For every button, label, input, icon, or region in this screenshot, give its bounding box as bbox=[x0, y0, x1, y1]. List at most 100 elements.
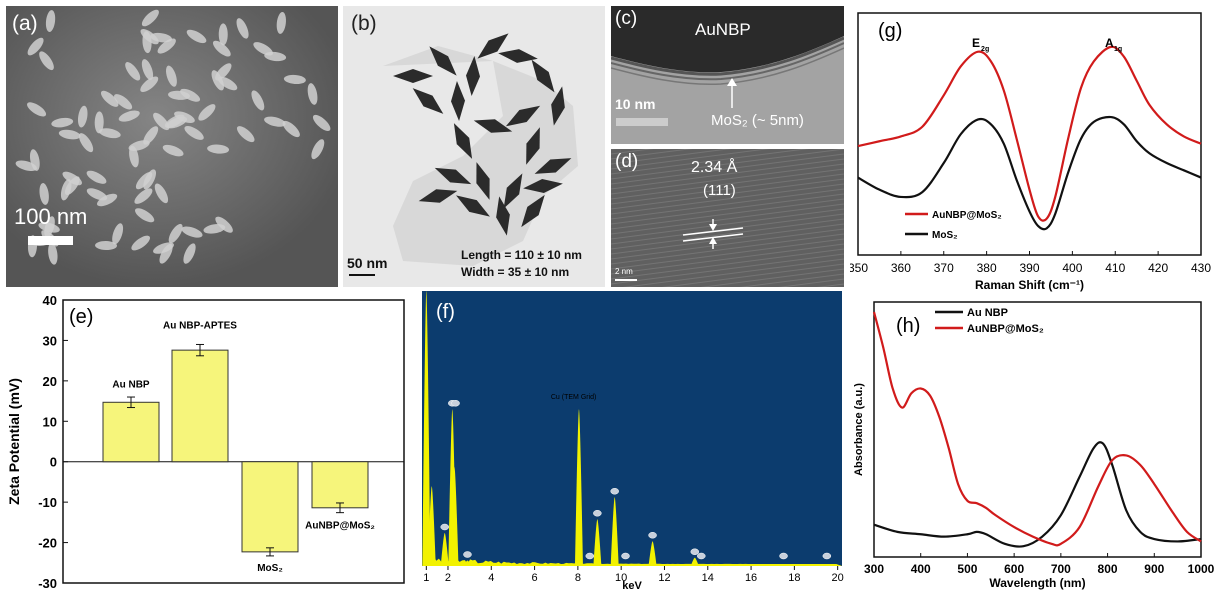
chart-label-g: (g) bbox=[878, 20, 902, 42]
sem-particle bbox=[184, 126, 204, 140]
lattice-fringe bbox=[611, 198, 844, 230]
peak-label-sub-g: 2g bbox=[981, 46, 989, 53]
tem-particle bbox=[418, 189, 458, 203]
sem-particle bbox=[253, 42, 273, 56]
x-tick-label-g: 430 bbox=[1191, 261, 1211, 275]
arrow-up-icon bbox=[727, 78, 737, 108]
aunbp-title: AuNBP bbox=[695, 20, 751, 39]
element-marker-f-11 bbox=[822, 552, 832, 560]
y-tick-label-e: 10 bbox=[43, 414, 57, 429]
legend-label-g-0: AuNBP@MoS₂ bbox=[932, 210, 1002, 221]
lattice-fringe bbox=[661, 263, 844, 287]
scale-bar-a bbox=[28, 236, 73, 245]
x-tick-label-f: 16 bbox=[745, 572, 757, 584]
scale-bar-text-b: 50 nm bbox=[347, 255, 388, 271]
element-marker-f-4 bbox=[593, 510, 602, 517]
lattice-fringe bbox=[611, 248, 844, 280]
x-tick-label-f: 8 bbox=[575, 572, 581, 584]
scale-bar-b bbox=[349, 274, 375, 276]
lattice-fringe bbox=[611, 228, 844, 260]
spectrum-peak-f-6 bbox=[574, 409, 583, 566]
tem-particle bbox=[498, 49, 538, 63]
tem-particle bbox=[505, 105, 541, 127]
sem-particle bbox=[140, 76, 159, 93]
sem-particle bbox=[78, 133, 94, 153]
panel-d-hrtem-image: (d) 2.34 Å (111) 2 nm bbox=[611, 149, 844, 287]
sem-particle bbox=[129, 145, 139, 168]
sem-particle bbox=[86, 188, 108, 201]
y-tick-label-e: 20 bbox=[43, 374, 57, 389]
sem-particle bbox=[276, 12, 286, 34]
y-tick-label-e: -30 bbox=[38, 576, 57, 591]
sem-particle bbox=[251, 90, 265, 111]
y-tick-label-e: -20 bbox=[38, 536, 57, 551]
category-label-e-1: Au NBP-APTES bbox=[163, 320, 237, 331]
lattice-fringe bbox=[611, 218, 844, 250]
x-tick-label-f: 20 bbox=[832, 572, 844, 584]
tem-particle bbox=[496, 196, 510, 236]
scale-bar-c bbox=[616, 118, 668, 126]
scale-bar-text-c: 10 nm bbox=[615, 96, 656, 112]
sem-particle bbox=[143, 126, 159, 145]
element-marker-f-2 bbox=[451, 400, 460, 407]
tem-particle bbox=[456, 195, 490, 217]
panel-c-hrtem-image: (c) AuNBP MoS₂ (~ 5nm) 10 nm bbox=[611, 6, 844, 144]
cu-annotation-f: Cu (TEM Grid) bbox=[551, 394, 597, 401]
tem-particle bbox=[503, 173, 523, 209]
lattice-fringe bbox=[611, 233, 844, 265]
sem-particle bbox=[140, 29, 159, 45]
sem-particle bbox=[203, 224, 226, 234]
spectrum-peak-f-9 bbox=[648, 541, 657, 566]
bar-e-3 bbox=[311, 461, 369, 509]
lattice-fringe bbox=[700, 268, 844, 287]
sem-particle bbox=[86, 170, 107, 184]
tem-particle bbox=[526, 127, 540, 165]
sem-particle bbox=[236, 126, 255, 143]
sem-particle bbox=[168, 223, 183, 244]
sem-particle bbox=[153, 112, 170, 131]
chart-h-absorbance: 300 400 500 600 700 800 900 1000 Au NBP AuNBP@MoS… bbox=[853, 301, 1215, 590]
scale-bar-text-d: 2 nm bbox=[615, 267, 633, 276]
element-marker-f-8 bbox=[690, 548, 700, 555]
tem-particle bbox=[466, 56, 480, 96]
lattice-fringe bbox=[611, 149, 693, 160]
lattice-fringe bbox=[611, 168, 844, 200]
legend-label-g-1: MoS₂ bbox=[932, 230, 958, 241]
sem-particle bbox=[311, 139, 325, 160]
x-tick-label-g: 390 bbox=[1019, 261, 1039, 275]
tem-particle bbox=[477, 33, 509, 59]
lattice-fringe bbox=[611, 149, 844, 180]
lattice-fringe bbox=[611, 178, 844, 210]
lattice-fringe bbox=[611, 213, 844, 245]
x-tick-label-f: 12 bbox=[658, 572, 670, 584]
sem-particle bbox=[162, 144, 184, 157]
tem-particle bbox=[393, 69, 433, 83]
spectrum-peak-f-2 bbox=[440, 533, 449, 566]
sem-particle bbox=[29, 149, 40, 171]
tem-particle bbox=[434, 167, 472, 185]
lattice-fringe bbox=[611, 149, 810, 175]
panel-a-sem-image: (a) 100 nm bbox=[6, 6, 338, 287]
sem-particle bbox=[58, 129, 81, 140]
lattice-fringe bbox=[611, 223, 844, 255]
sem-particle bbox=[131, 235, 151, 251]
x-tick-label-h: 400 bbox=[911, 562, 931, 576]
sem-particle bbox=[159, 243, 173, 264]
tem-particle bbox=[551, 86, 565, 126]
x-tick-label-g: 360 bbox=[891, 261, 911, 275]
panel-b-tem-image: (b) Length = 110 ± 10 nm Width = 35 ± 10… bbox=[343, 6, 605, 287]
lattice-fringe bbox=[611, 149, 771, 170]
scale-bar-text-a: 100 nm bbox=[14, 204, 88, 229]
length-text: Length = 110 ± 10 nm bbox=[461, 248, 582, 262]
lattice-fringe bbox=[611, 193, 844, 225]
sem-particle bbox=[48, 242, 58, 265]
x-tick-label-g: 350 bbox=[850, 261, 868, 275]
tem-particle bbox=[429, 46, 457, 76]
x-tick-label-f: 1 bbox=[423, 572, 429, 584]
lattice-fringe bbox=[777, 278, 844, 287]
y-axis-title-h: Absorbance (a.u.) bbox=[853, 383, 865, 476]
lattice-spacing-text: 2.34 Å bbox=[691, 159, 738, 176]
lattice-fringe bbox=[739, 273, 844, 287]
sem-particle bbox=[198, 104, 216, 121]
sem-particle bbox=[212, 40, 231, 57]
